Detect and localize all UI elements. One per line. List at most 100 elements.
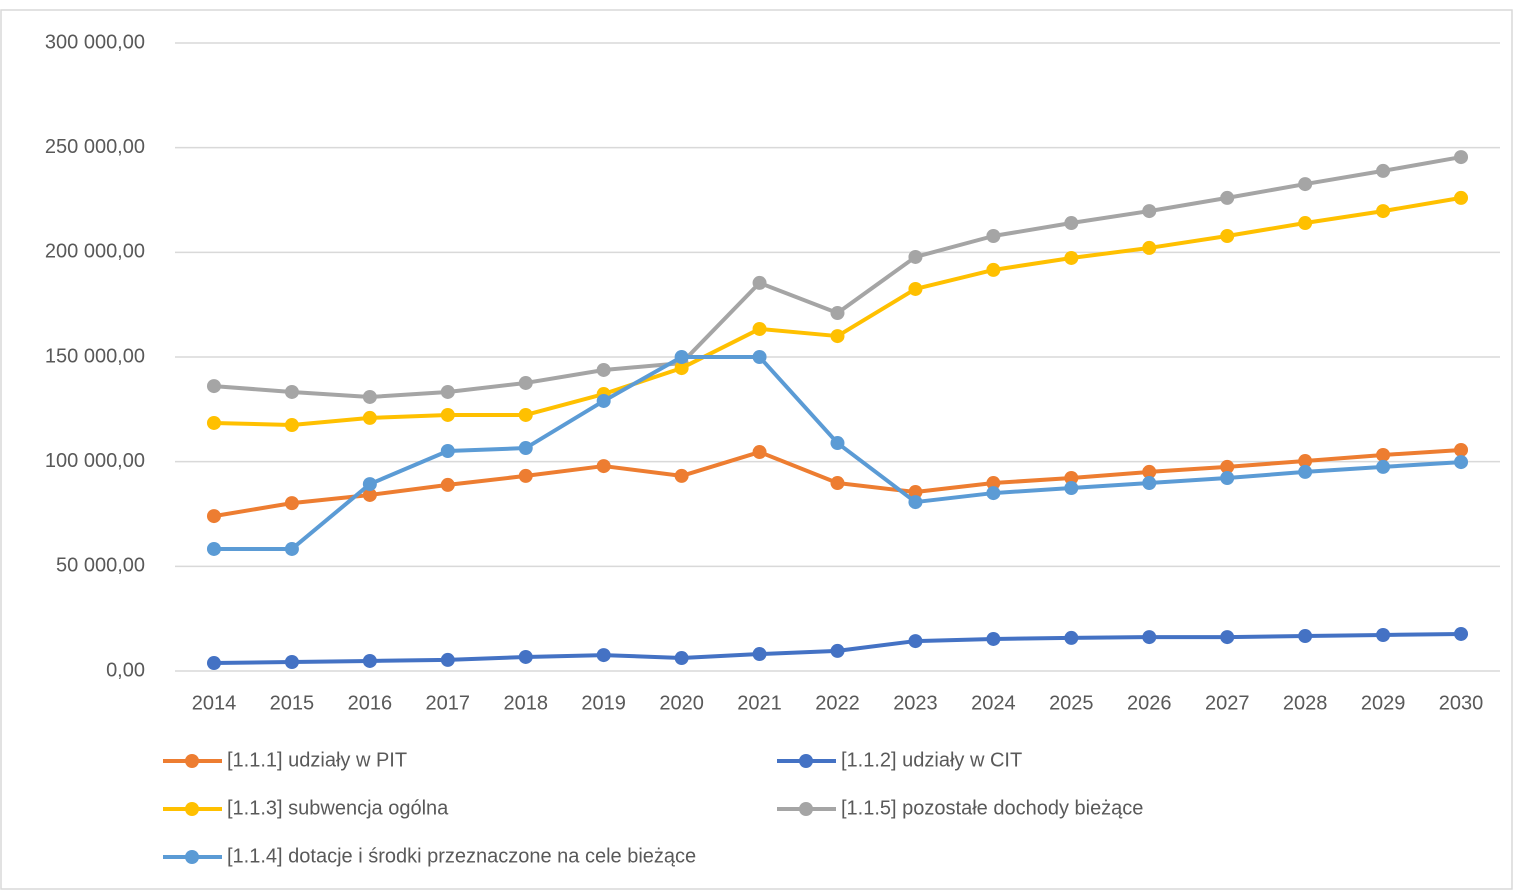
data-point: [596, 648, 611, 663]
data-point: [1064, 630, 1079, 645]
data-point: [1454, 150, 1469, 165]
data-point: [1220, 190, 1235, 205]
data-point: [362, 487, 377, 502]
data-point: [986, 486, 1001, 501]
data-point: [362, 653, 377, 668]
data-point: [986, 262, 1001, 277]
data-point: [908, 249, 923, 264]
x-tick-label: 2016: [348, 692, 393, 714]
data-point: [206, 541, 221, 556]
legend-label: [1.1.3] subwencja ogólna: [227, 797, 449, 819]
data-point: [284, 541, 299, 556]
x-tick-label: 2020: [659, 692, 704, 714]
data-point: [830, 643, 845, 658]
legend-marker: [185, 850, 199, 864]
data-point: [206, 509, 221, 524]
data-point: [986, 229, 1001, 244]
data-point: [752, 445, 767, 460]
data-point: [206, 379, 221, 394]
data-point: [518, 407, 533, 422]
x-tick-label: 2015: [270, 692, 315, 714]
data-point: [1064, 216, 1079, 231]
data-point: [518, 649, 533, 664]
x-tick-label: 2024: [971, 692, 1016, 714]
x-tick-label: 2019: [581, 692, 626, 714]
data-point: [518, 375, 533, 390]
x-tick-label: 2022: [815, 692, 860, 714]
data-point: [1142, 476, 1157, 491]
data-point: [1298, 454, 1313, 469]
legend-marker: [799, 802, 813, 816]
data-point: [1220, 229, 1235, 244]
legend-marker: [185, 802, 199, 816]
data-point: [1142, 240, 1157, 255]
y-tick-label: 0,00: [106, 659, 145, 681]
data-point: [674, 350, 689, 364]
x-tick-label: 2021: [737, 692, 782, 714]
legend-label: [1.1.5] pozostałe dochody bieżące: [841, 797, 1143, 819]
data-point: [1376, 627, 1391, 642]
x-tick-label: 2028: [1283, 692, 1328, 714]
x-tick-label: 2025: [1049, 692, 1094, 714]
data-point: [1298, 629, 1313, 644]
y-tick-label: 150 000,00: [45, 345, 145, 367]
data-point: [1376, 459, 1391, 474]
y-tick-label: 200 000,00: [45, 241, 145, 263]
data-point: [674, 651, 689, 666]
data-point: [440, 477, 455, 492]
data-point: [1376, 447, 1391, 462]
y-tick-label: 300 000,00: [45, 31, 145, 53]
data-point: [1454, 190, 1469, 205]
data-point: [596, 362, 611, 377]
data-point: [440, 443, 455, 458]
data-point: [440, 384, 455, 399]
data-point: [284, 496, 299, 511]
data-point: [1298, 464, 1313, 479]
legend-label: [1.1.1] udziały w PIT: [227, 749, 407, 771]
data-point: [1220, 470, 1235, 485]
data-point: [674, 468, 689, 483]
data-point: [1376, 204, 1391, 219]
data-point: [830, 476, 845, 491]
data-point: [1064, 470, 1079, 485]
data-point: [1298, 216, 1313, 231]
legend-label: [1.1.2] udziały w CIT: [841, 749, 1022, 771]
data-point: [752, 350, 767, 364]
data-point: [830, 306, 845, 321]
data-point: [1454, 626, 1469, 641]
legend-marker: [799, 754, 813, 768]
x-tick-label: 2017: [426, 692, 471, 714]
data-point: [1298, 177, 1313, 192]
data-point: [908, 634, 923, 649]
data-point: [362, 389, 377, 404]
y-tick-label: 100 000,00: [45, 450, 145, 472]
data-point: [1064, 250, 1079, 265]
data-point: [1142, 630, 1157, 645]
x-tick-label: 2014: [192, 692, 237, 714]
data-point: [1064, 481, 1079, 496]
data-point: [986, 631, 1001, 646]
data-point: [908, 485, 923, 500]
data-point: [362, 477, 377, 492]
data-point: [1142, 464, 1157, 479]
x-tick-label: 2029: [1361, 692, 1406, 714]
data-point: [1376, 163, 1391, 178]
data-point: [986, 476, 1001, 491]
data-point: [596, 459, 611, 474]
data-point: [284, 654, 299, 669]
data-point: [1454, 455, 1469, 470]
data-point: [596, 393, 611, 408]
x-tick-label: 2027: [1205, 692, 1250, 714]
data-point: [908, 281, 923, 296]
legend-marker: [185, 754, 199, 768]
data-point: [674, 361, 689, 376]
legend-label: [1.1.4] dotacje i środki przeznaczone na…: [227, 845, 696, 867]
data-point: [518, 468, 533, 483]
data-point: [206, 415, 221, 430]
x-tick-label: 2018: [503, 692, 548, 714]
data-point: [206, 656, 221, 671]
y-tick-label: 250 000,00: [45, 136, 145, 158]
x-tick-label: 2026: [1127, 692, 1172, 714]
data-point: [440, 652, 455, 667]
